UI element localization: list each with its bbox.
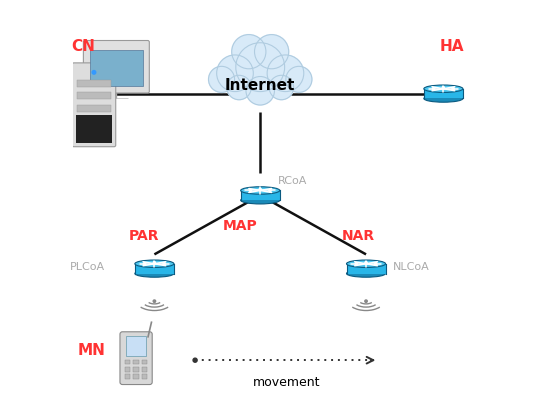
Bar xyxy=(142,367,147,372)
Bar xyxy=(77,117,111,124)
Circle shape xyxy=(227,75,251,100)
Circle shape xyxy=(163,263,165,265)
Circle shape xyxy=(246,77,274,105)
Circle shape xyxy=(254,35,289,69)
Circle shape xyxy=(217,55,253,92)
Text: PLCoA: PLCoA xyxy=(70,262,105,271)
Circle shape xyxy=(92,70,96,74)
Circle shape xyxy=(208,66,234,92)
Circle shape xyxy=(355,263,357,265)
FancyBboxPatch shape xyxy=(72,63,116,147)
Text: HA: HA xyxy=(439,39,464,54)
Circle shape xyxy=(269,189,271,192)
Bar xyxy=(142,374,147,379)
Ellipse shape xyxy=(424,95,463,102)
FancyBboxPatch shape xyxy=(120,332,152,385)
Circle shape xyxy=(236,43,285,92)
Circle shape xyxy=(286,66,312,92)
Bar xyxy=(135,264,174,274)
Text: NLCoA: NLCoA xyxy=(393,262,429,271)
Ellipse shape xyxy=(135,270,174,277)
Bar xyxy=(77,129,111,136)
Bar xyxy=(77,92,111,99)
Bar xyxy=(125,360,131,364)
Bar xyxy=(125,367,131,372)
Bar xyxy=(77,105,111,112)
Text: Internet: Internet xyxy=(225,78,295,93)
Circle shape xyxy=(143,263,146,265)
Circle shape xyxy=(232,35,266,69)
Circle shape xyxy=(365,300,367,302)
Text: MAP: MAP xyxy=(222,219,257,233)
Circle shape xyxy=(269,75,294,100)
Circle shape xyxy=(365,262,367,264)
Circle shape xyxy=(442,87,445,89)
Bar xyxy=(424,89,463,98)
Circle shape xyxy=(259,188,262,191)
Bar xyxy=(126,336,146,356)
Ellipse shape xyxy=(241,197,280,204)
Text: CN: CN xyxy=(71,39,95,54)
Bar xyxy=(76,115,112,143)
Text: NAR: NAR xyxy=(341,229,374,243)
Text: RCoA: RCoA xyxy=(278,176,307,186)
Circle shape xyxy=(374,263,377,265)
Ellipse shape xyxy=(135,260,174,267)
Text: PAR: PAR xyxy=(129,229,159,243)
Circle shape xyxy=(452,88,455,90)
Bar xyxy=(142,360,147,364)
Ellipse shape xyxy=(347,270,385,277)
Text: MN: MN xyxy=(77,343,105,357)
Text: movement: movement xyxy=(253,376,320,389)
Bar xyxy=(90,50,143,86)
Circle shape xyxy=(432,88,435,90)
Circle shape xyxy=(153,262,155,264)
Ellipse shape xyxy=(424,85,463,92)
Circle shape xyxy=(153,300,155,302)
FancyBboxPatch shape xyxy=(84,40,149,93)
Bar xyxy=(133,367,139,372)
Bar xyxy=(133,374,139,379)
Bar xyxy=(77,80,111,87)
Bar xyxy=(133,360,139,364)
Circle shape xyxy=(249,189,252,192)
Ellipse shape xyxy=(347,260,385,267)
Circle shape xyxy=(267,55,304,92)
Bar xyxy=(125,374,131,379)
Bar xyxy=(347,264,385,274)
Bar xyxy=(241,190,280,200)
Ellipse shape xyxy=(241,187,280,194)
Circle shape xyxy=(193,358,197,362)
